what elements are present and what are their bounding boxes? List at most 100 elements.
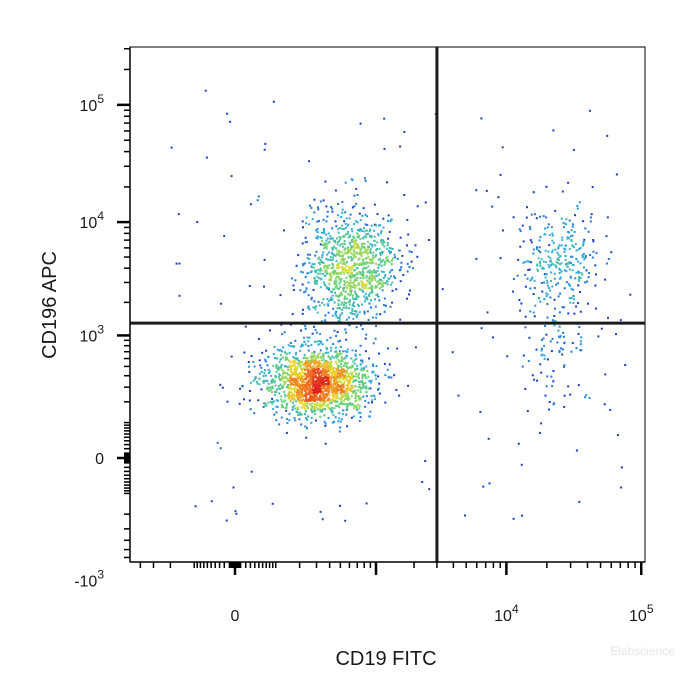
event-dot	[396, 347, 399, 350]
event-dot	[281, 377, 284, 380]
event-dot	[305, 436, 308, 439]
event-dot	[605, 262, 608, 265]
event-dot	[348, 217, 351, 220]
event-dot	[351, 246, 354, 249]
event-dot	[339, 272, 342, 275]
event-dot	[355, 298, 358, 301]
event-dot	[357, 236, 360, 238]
event-dot	[545, 272, 548, 275]
event-dot	[546, 284, 549, 287]
event-dot	[351, 240, 354, 243]
event-dot	[342, 307, 345, 309]
event-dot	[575, 271, 578, 274]
event-dot	[309, 391, 312, 394]
event-dot	[280, 323, 283, 326]
event-dot	[545, 295, 548, 298]
event-dot	[329, 299, 332, 301]
event-dot	[344, 252, 347, 254]
event-dot	[318, 343, 321, 346]
event-dot	[374, 275, 377, 277]
event-dot	[364, 373, 366, 376]
event-dot	[367, 375, 370, 378]
event-dot	[586, 280, 589, 283]
event-dot	[345, 388, 348, 391]
event-dot	[349, 251, 352, 254]
event-dot	[595, 273, 597, 276]
event-dot	[354, 379, 357, 381]
event-dot	[376, 248, 378, 250]
event-dot	[343, 303, 345, 306]
event-dot	[248, 399, 251, 402]
event-dot	[387, 277, 390, 280]
event-dot	[325, 348, 328, 350]
event-dot	[336, 252, 339, 255]
event-dot	[333, 287, 336, 290]
event-dot	[284, 393, 287, 396]
event-dot	[378, 278, 381, 281]
event-dot	[299, 388, 302, 391]
event-dot	[565, 218, 568, 221]
event-dot	[384, 274, 387, 277]
event-dot	[521, 224, 524, 227]
event-dot	[328, 380, 331, 382]
event-dot	[358, 271, 361, 274]
event-dot	[324, 422, 327, 425]
event-dot	[305, 376, 308, 379]
event-dot	[316, 386, 319, 389]
event-dot	[356, 277, 359, 279]
event-dot	[294, 339, 297, 342]
event-dot	[383, 304, 385, 307]
event-dot	[331, 421, 334, 424]
event-dot	[349, 256, 352, 258]
event-dot	[305, 360, 308, 363]
event-dot	[373, 223, 376, 226]
event-dot	[254, 378, 256, 381]
event-dot	[365, 502, 368, 505]
event-dot	[310, 296, 313, 299]
event-dot	[544, 276, 547, 279]
event-dot	[371, 291, 374, 294]
event-dot	[341, 402, 344, 405]
event-dot	[306, 362, 308, 365]
event-dot	[520, 463, 523, 466]
event-dot	[296, 357, 298, 360]
event-dot	[368, 282, 371, 285]
event-dot	[360, 359, 363, 362]
event-dot	[583, 266, 585, 269]
event-dot	[553, 315, 556, 317]
event-dot	[351, 230, 354, 233]
event-dot	[578, 275, 581, 278]
event-dot	[316, 231, 319, 234]
event-dot	[296, 407, 299, 409]
event-dot	[348, 300, 351, 303]
event-dot	[257, 338, 260, 340]
event-dot	[204, 89, 207, 92]
event-dot	[377, 375, 380, 378]
event-dot	[323, 387, 325, 389]
event-dot	[348, 235, 351, 238]
event-dot	[342, 271, 345, 274]
event-dot	[326, 266, 328, 269]
event-dot	[359, 391, 362, 393]
event-dot	[279, 387, 281, 390]
event-dot	[321, 390, 324, 393]
event-dot	[343, 357, 346, 360]
event-dot	[357, 375, 360, 378]
event-dot	[345, 379, 348, 382]
event-dot	[335, 225, 338, 228]
event-dot	[317, 398, 320, 401]
event-dot	[355, 315, 358, 317]
event-dot	[559, 276, 562, 279]
event-dot	[537, 269, 539, 272]
event-dot	[301, 386, 304, 389]
event-dot	[225, 519, 228, 522]
event-dot	[274, 376, 277, 379]
event-dot	[393, 275, 396, 278]
event-dot	[386, 256, 389, 259]
event-dot	[309, 382, 312, 385]
event-dot	[346, 297, 349, 300]
event-dot	[329, 402, 332, 405]
event-dot	[328, 264, 331, 267]
event-dot	[310, 416, 313, 419]
event-dot	[347, 387, 349, 390]
